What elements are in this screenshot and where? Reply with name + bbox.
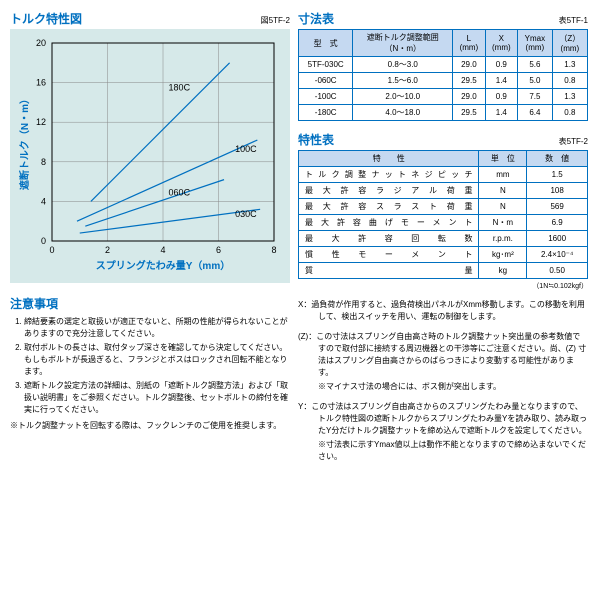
table-header: Ymax(mm) bbox=[518, 30, 553, 57]
table-cell: 29.0 bbox=[453, 57, 485, 73]
char-footnote: （1N≒0.102kgf） bbox=[298, 281, 588, 291]
table-cell: 最大許容ラジアル荷重 bbox=[299, 183, 479, 199]
table-cell: 0.50 bbox=[527, 263, 588, 279]
table-header: 単 位 bbox=[479, 151, 527, 167]
table-cell: N bbox=[479, 183, 527, 199]
note-x: X：過負荷が作用すると、過負荷検出パネルがXmm移動します。この移動を利用して、… bbox=[298, 299, 588, 323]
table-cell: 29.0 bbox=[453, 89, 485, 105]
table-cell: 0.8 bbox=[552, 73, 587, 89]
table-cell: kg･m² bbox=[479, 247, 527, 263]
char-title: 特性表 bbox=[298, 131, 334, 148]
table-cell: 5.6 bbox=[518, 57, 553, 73]
svg-text:6: 6 bbox=[216, 245, 221, 255]
table-cell: N bbox=[479, 199, 527, 215]
table-header: 型 式 bbox=[299, 30, 353, 57]
svg-text:060C: 060C bbox=[169, 187, 191, 197]
table-cell: 1.3 bbox=[552, 57, 587, 73]
table-cell: 1.4 bbox=[485, 105, 517, 121]
svg-text:0: 0 bbox=[41, 236, 46, 246]
torque-chart: 0 2 4 6 8 0 4 8 12 16 20 030C 060C 100C 180C スプリングたわみ量Y… bbox=[16, 35, 284, 275]
table-cell: 1.3 bbox=[552, 89, 587, 105]
table-cell: 0.8～3.0 bbox=[353, 57, 453, 73]
table-cell: 質量 bbox=[299, 263, 479, 279]
svg-text:スプリングたわみ量Y（mm）: スプリングたわみ量Y（mm） bbox=[96, 259, 230, 272]
table-cell: 5.0 bbox=[518, 73, 553, 89]
table-cell: 最大許容スラスト荷重 bbox=[299, 199, 479, 215]
table-cell: トルク調整ナットネジピッチ bbox=[299, 167, 479, 183]
svg-text:4: 4 bbox=[41, 196, 46, 206]
table-cell: r.p.m. bbox=[479, 231, 527, 247]
note-item: 遮断トルク設定方法の詳細は、別紙の「遮断トルク調整方法」および「取扱い説明書」を… bbox=[24, 380, 290, 416]
svg-text:2: 2 bbox=[105, 245, 110, 255]
table-cell: 6.9 bbox=[527, 215, 588, 231]
svg-text:0: 0 bbox=[49, 245, 54, 255]
note-z: (Z)：この寸法はスプリング自由高さ時のトルク調整ナット突出量の参考数値ですので… bbox=[298, 331, 588, 379]
table-cell: 1.5 bbox=[527, 167, 588, 183]
table-cell: 29.5 bbox=[453, 73, 485, 89]
svg-text:180C: 180C bbox=[169, 83, 191, 93]
table-header: X(mm) bbox=[485, 30, 517, 57]
table-header: L(mm) bbox=[453, 30, 485, 57]
svg-text:100C: 100C bbox=[235, 144, 257, 154]
note-z-sub: ※マイナス寸法の場合には、ボス側が突出します。 bbox=[298, 381, 588, 393]
notes-title: 注意事項 bbox=[10, 295, 290, 312]
table-header: 特 性 bbox=[299, 151, 479, 167]
svg-text:8: 8 bbox=[41, 157, 46, 167]
table-cell: 最大許容回転数 bbox=[299, 231, 479, 247]
table-cell: 慣性モーメント bbox=[299, 247, 479, 263]
svg-text:4: 4 bbox=[160, 245, 165, 255]
table-cell: 1.5～6.0 bbox=[353, 73, 453, 89]
table-cell: -060C bbox=[299, 73, 353, 89]
note-item: 取付ボルトの長さは、取付タップ深さを確認してから決定してください。もしもボルトが… bbox=[24, 342, 290, 378]
table-header: 数 値 bbox=[527, 151, 588, 167]
table-cell: N・m bbox=[479, 215, 527, 231]
table-cell: 5TF-030C bbox=[299, 57, 353, 73]
table-cell: 2.4×10⁻⁴ bbox=[527, 247, 588, 263]
table-cell: 0.8 bbox=[552, 105, 587, 121]
svg-text:030C: 030C bbox=[235, 209, 257, 219]
table-cell: 7.5 bbox=[518, 89, 553, 105]
table-cell: 569 bbox=[527, 199, 588, 215]
characteristic-table: 特 性単 位数 値トルク調整ナットネジピッチmm1.5 最大許容ラジアル荷重N10… bbox=[298, 150, 588, 279]
table-cell: 1.4 bbox=[485, 73, 517, 89]
chart-fig-label: 図5TF-2 bbox=[261, 15, 290, 26]
notes-extra: ※トルク調整ナットを回転する際は、フックレンチのご使用を推奨します。 bbox=[10, 420, 290, 432]
note-item: 締結要素の選定と取扱いが適正でないと、所期の性能が得られないことがありますので充… bbox=[24, 316, 290, 340]
table-header: 遮断トルク調整範囲（N・m） bbox=[353, 30, 453, 57]
char-fig-label: 表5TF-2 bbox=[559, 136, 588, 147]
table-cell: 1600 bbox=[527, 231, 588, 247]
table-cell: 0.9 bbox=[485, 89, 517, 105]
svg-text:20: 20 bbox=[36, 38, 46, 48]
table-cell: 108 bbox=[527, 183, 588, 199]
dim-fig-label: 表5TF-1 bbox=[559, 15, 588, 26]
right-notes: X：過負荷が作用すると、過負荷検出パネルがXmm移動します。この移動を利用して、… bbox=[298, 299, 588, 463]
notes-block: 締結要素の選定と取扱いが適正でないと、所期の性能が得られないことがありますので充… bbox=[10, 316, 290, 432]
chart-container: 0 2 4 6 8 0 4 8 12 16 20 030C 060C 100C 180C スプリングたわみ量Y… bbox=[10, 29, 290, 283]
table-cell: 2.0～10.0 bbox=[353, 89, 453, 105]
table-cell: 29.5 bbox=[453, 105, 485, 121]
svg-text:12: 12 bbox=[36, 117, 46, 127]
note-y: Y：この寸法はスプリング自由高さからのスプリングたわみ量となりますので、トルク特… bbox=[298, 401, 588, 437]
table-cell: 最大許容曲げモーメント bbox=[299, 215, 479, 231]
chart-title: トルク特性図 bbox=[10, 10, 82, 27]
dimension-table: 型 式遮断トルク調整範囲（N・m）L(mm)X(mm)Ymax(mm)（Z）(m… bbox=[298, 29, 588, 121]
table-cell: 6.4 bbox=[518, 105, 553, 121]
table-cell: 0.9 bbox=[485, 57, 517, 73]
svg-text:8: 8 bbox=[271, 245, 276, 255]
table-cell: 4.0～18.0 bbox=[353, 105, 453, 121]
svg-text:遮断トルク（N・m）: 遮断トルク（N・m） bbox=[18, 94, 31, 190]
note-y-sub: ※寸法表に示すYmax値以上は動作不能となりますので締め込まないでください。 bbox=[298, 439, 588, 463]
dim-title: 寸法表 bbox=[298, 10, 334, 27]
table-cell: kg bbox=[479, 263, 527, 279]
table-header: （Z）(mm) bbox=[552, 30, 587, 57]
svg-text:16: 16 bbox=[36, 78, 46, 88]
table-cell: -180C bbox=[299, 105, 353, 121]
table-cell: mm bbox=[479, 167, 527, 183]
table-cell: -100C bbox=[299, 89, 353, 105]
